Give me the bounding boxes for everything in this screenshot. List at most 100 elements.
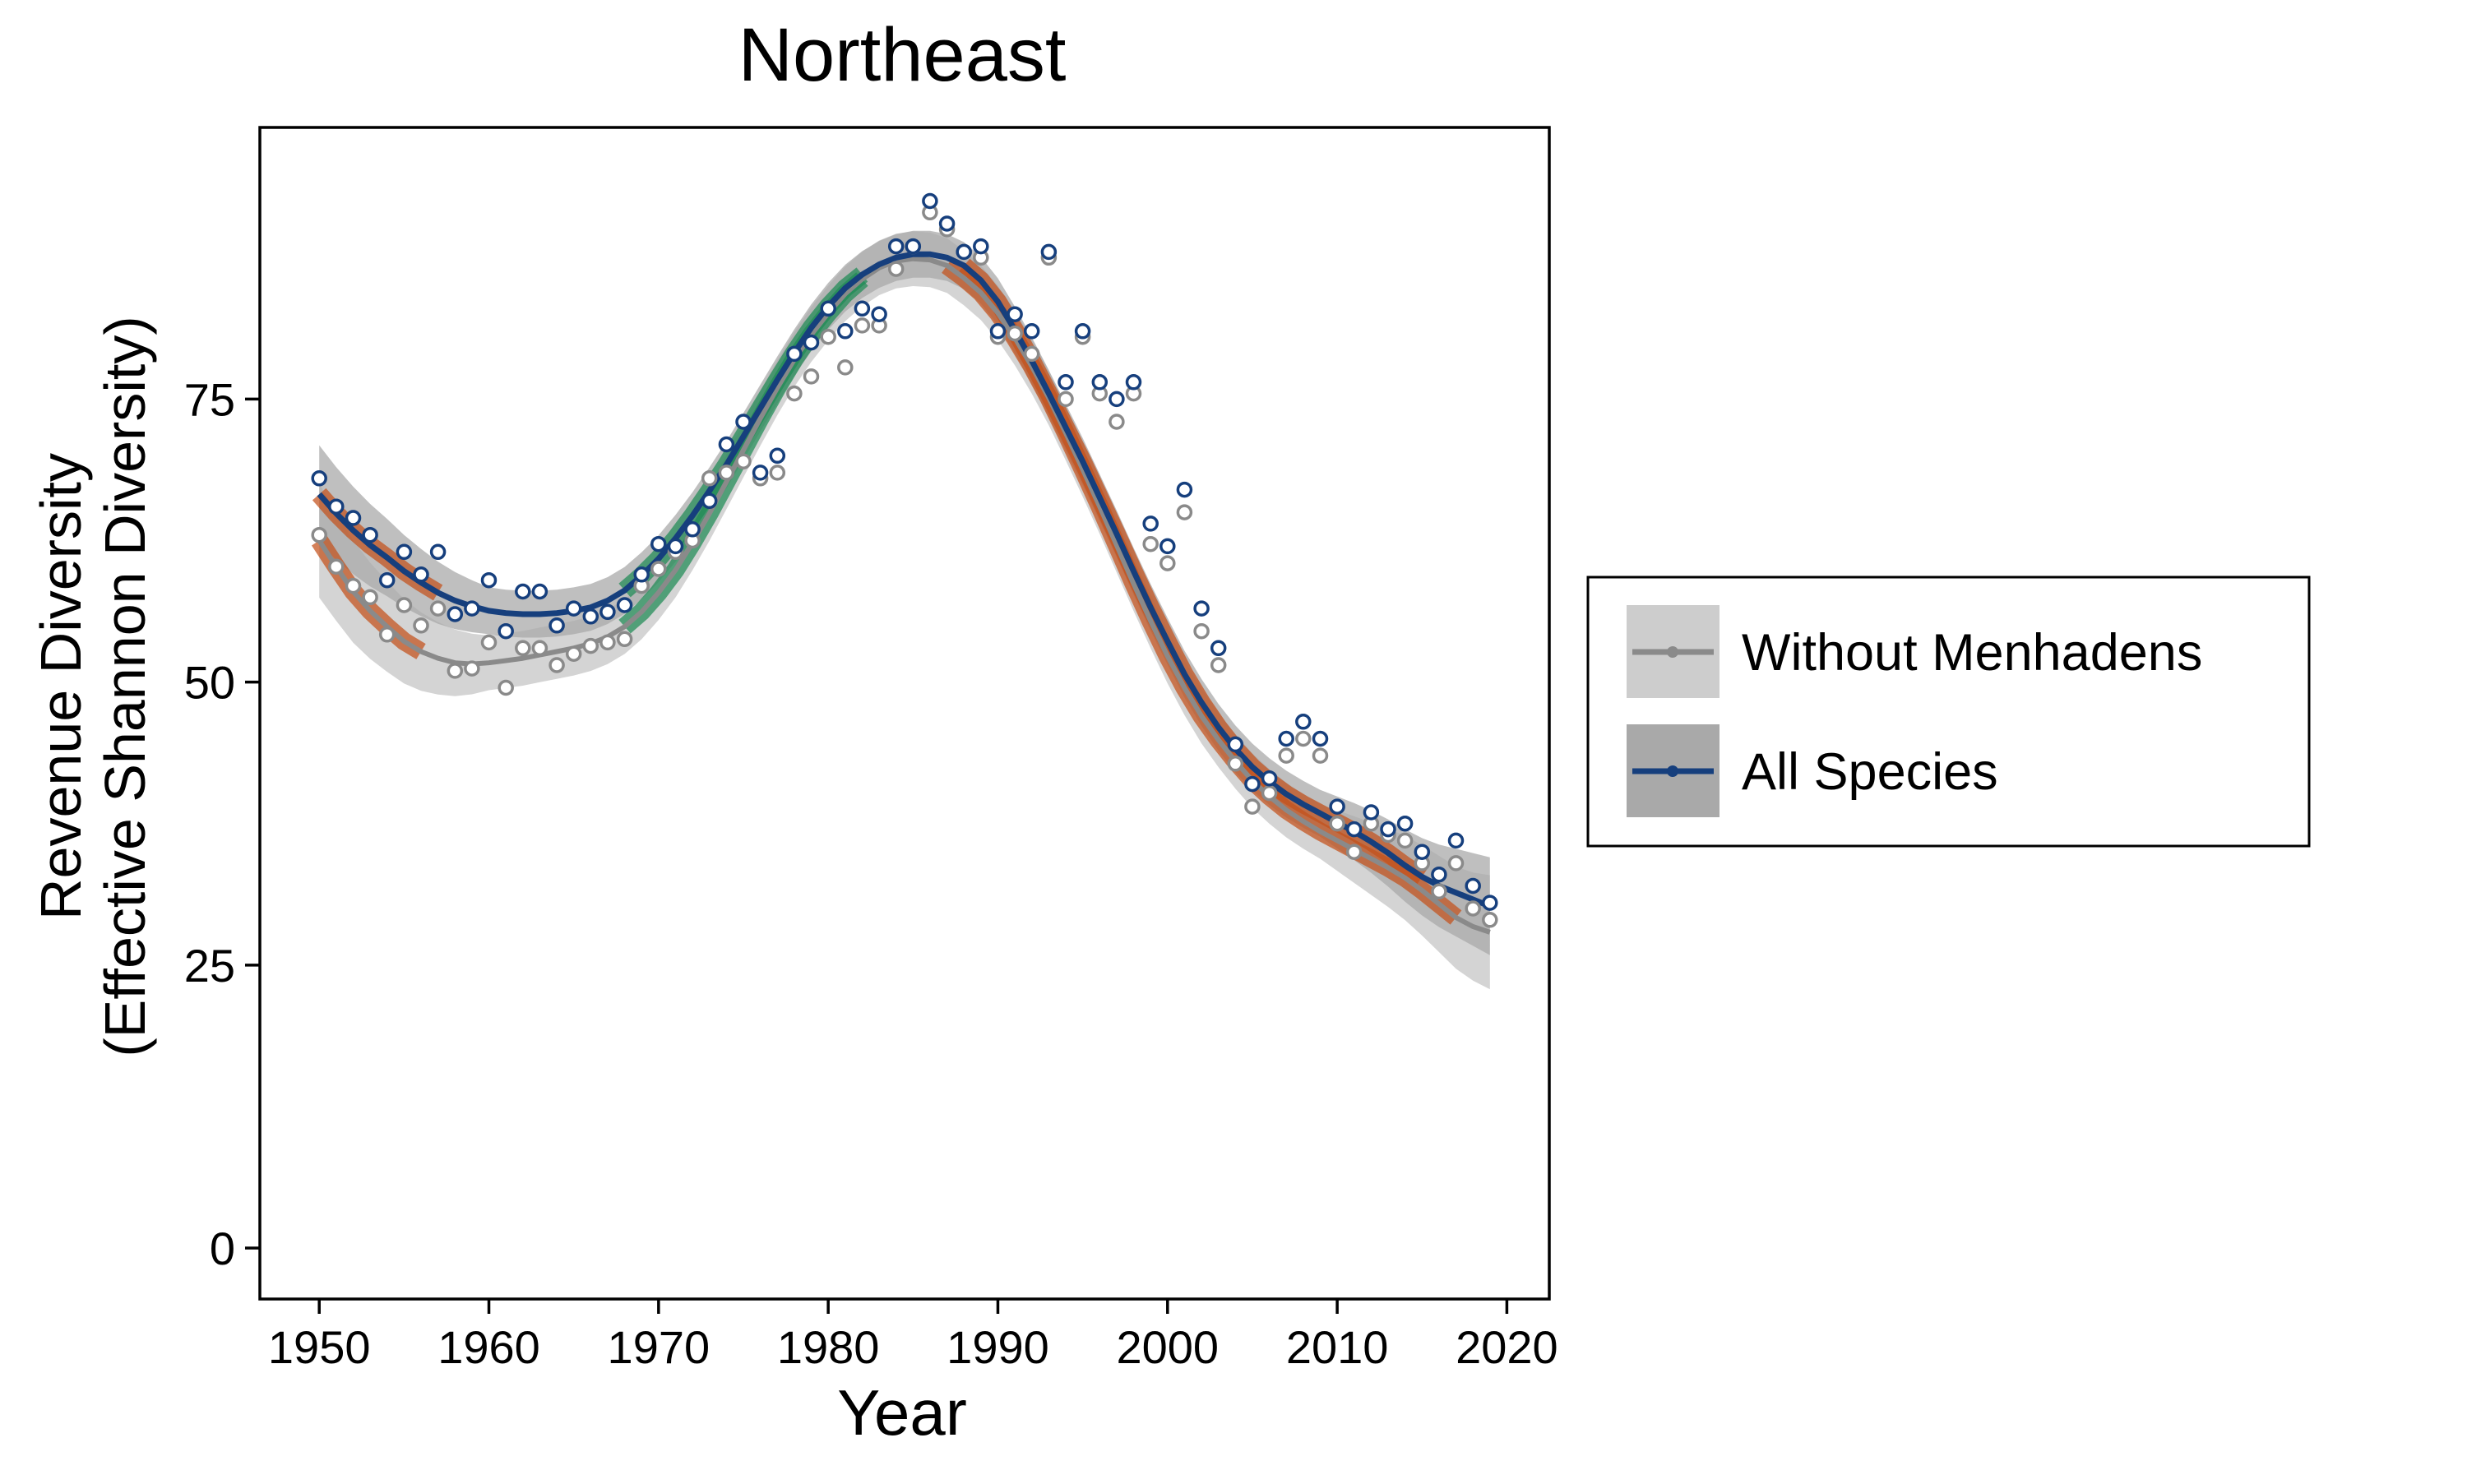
legend-key-dot-all-species (1667, 765, 1678, 777)
data-point-without-menhadens (1396, 832, 1414, 849)
data-point-without-menhadens (328, 558, 345, 575)
legend-item-all-species: All Species (1627, 724, 1998, 817)
data-point-all-species (1007, 306, 1023, 322)
data-point-all-species (905, 238, 922, 255)
data-point-without-menhadens (413, 617, 429, 634)
data-point-without-menhadens (1210, 657, 1227, 673)
data-point-all-species (345, 510, 362, 526)
data-point-without-menhadens (803, 368, 820, 385)
data-point-without-menhadens (429, 600, 447, 617)
data-point-without-menhadens (515, 640, 531, 657)
data-point-all-species (565, 600, 582, 617)
data-point-without-menhadens (1023, 345, 1040, 363)
data-point-without-menhadens (480, 634, 498, 651)
x-tick-label: 2010 (1286, 1321, 1389, 1373)
data-point-all-species (973, 238, 989, 255)
data-point-without-menhadens (820, 328, 836, 345)
plot-panel-border (258, 126, 1551, 1301)
data-point-all-species (752, 465, 769, 481)
data-point-all-species (684, 521, 701, 538)
x-tick-label: 1960 (437, 1321, 540, 1373)
data-point-all-species (1109, 391, 1125, 408)
data-point-without-menhadens (1312, 747, 1329, 764)
data-point-all-species (633, 566, 650, 583)
data-point-all-species (1312, 730, 1329, 747)
data-point-all-species (887, 238, 905, 255)
x-tick-label: 2020 (1456, 1321, 1558, 1373)
legend-label-without-menhadens: Without Menhadens (1742, 624, 2202, 682)
data-point-all-species (311, 470, 327, 487)
data-point-without-menhadens (1329, 815, 1345, 832)
y-tick-label: 75 (184, 373, 235, 425)
data-point-all-species (480, 571, 498, 589)
data-point-all-species (667, 538, 684, 555)
data-point-all-species (1023, 323, 1040, 340)
data-point-without-menhadens (650, 561, 667, 577)
data-point-without-menhadens (1447, 855, 1465, 871)
data-point-all-species (429, 543, 447, 561)
data-point-all-species (413, 566, 429, 583)
data-point-all-species (1074, 323, 1091, 340)
x-tick-label: 2000 (1117, 1321, 1220, 1373)
data-point-without-menhadens (1278, 747, 1294, 764)
data-point-all-species (1414, 844, 1431, 860)
y-axis-label: Revenue Diversity (Effective Shannon Div… (29, 316, 157, 1056)
data-point-all-species (1040, 243, 1058, 261)
data-point-all-species (1091, 374, 1109, 391)
data-point-all-species (922, 192, 938, 210)
data-point-all-species (1244, 775, 1261, 793)
data-point-all-species (616, 597, 633, 613)
data-point-without-menhadens (498, 679, 514, 696)
data-point-without-menhadens (447, 663, 464, 679)
data-point-all-species (447, 606, 464, 622)
chart-title: Northeast (738, 13, 1067, 97)
data-point-all-species (1329, 798, 1345, 815)
data-point-without-menhadens (1159, 555, 1176, 571)
legend: Without Menhadens All Species (1586, 576, 2311, 848)
data-point-without-menhadens (396, 597, 413, 613)
legend-item-without-menhadens: Without Menhadens (1627, 605, 2202, 698)
data-point-all-species (803, 334, 820, 351)
data-point-all-species (531, 583, 548, 600)
data-point-without-menhadens (718, 465, 735, 481)
data-point-all-species (989, 323, 1007, 340)
data-point-all-species (498, 622, 514, 640)
data-point-all-species (1396, 815, 1414, 832)
data-point-without-menhadens (345, 577, 362, 594)
data-point-without-menhadens (769, 465, 786, 481)
data-point-without-menhadens (1431, 883, 1447, 900)
data-point-all-species (1159, 538, 1176, 555)
data-point-all-species (362, 526, 378, 543)
data-point-all-species (378, 571, 396, 589)
data-point-all-species (1380, 821, 1396, 838)
data-point-without-menhadens (1345, 844, 1363, 860)
data-point-all-species (1465, 877, 1481, 895)
data-point-without-menhadens (1142, 535, 1159, 552)
data-point-all-species (786, 345, 803, 363)
data-point-without-menhadens (854, 317, 871, 334)
data-point-without-menhadens (1261, 784, 1278, 802)
data-point-all-species (1278, 730, 1294, 747)
data-point-all-species (599, 603, 616, 621)
data-point-without-menhadens (616, 631, 633, 648)
x-tick-label: 1990 (947, 1321, 1049, 1373)
data-point-without-menhadens (1227, 756, 1244, 772)
data-point-all-species (956, 243, 972, 261)
x-tick-label: 1970 (608, 1321, 710, 1373)
data-point-without-menhadens (1244, 798, 1261, 815)
data-point-all-species (1363, 804, 1380, 821)
legend-key-dot-without-menhadens (1667, 646, 1678, 658)
data-point-without-menhadens (464, 660, 480, 677)
data-point-without-menhadens (1176, 504, 1193, 520)
data-point-without-menhadens (548, 657, 565, 673)
data-point-all-species (701, 492, 718, 510)
fit-line-without-menhadens (317, 256, 1491, 935)
data-point-all-species (735, 414, 752, 430)
data-point-all-species (1058, 374, 1074, 391)
data-point-all-species (650, 535, 667, 552)
data-point-all-species (718, 436, 735, 453)
data-point-all-species (1125, 374, 1142, 391)
plot-area: 1950 1960 1970 1980 1990 2000 2010 2020 0 25 50 75 (184, 126, 1558, 1373)
